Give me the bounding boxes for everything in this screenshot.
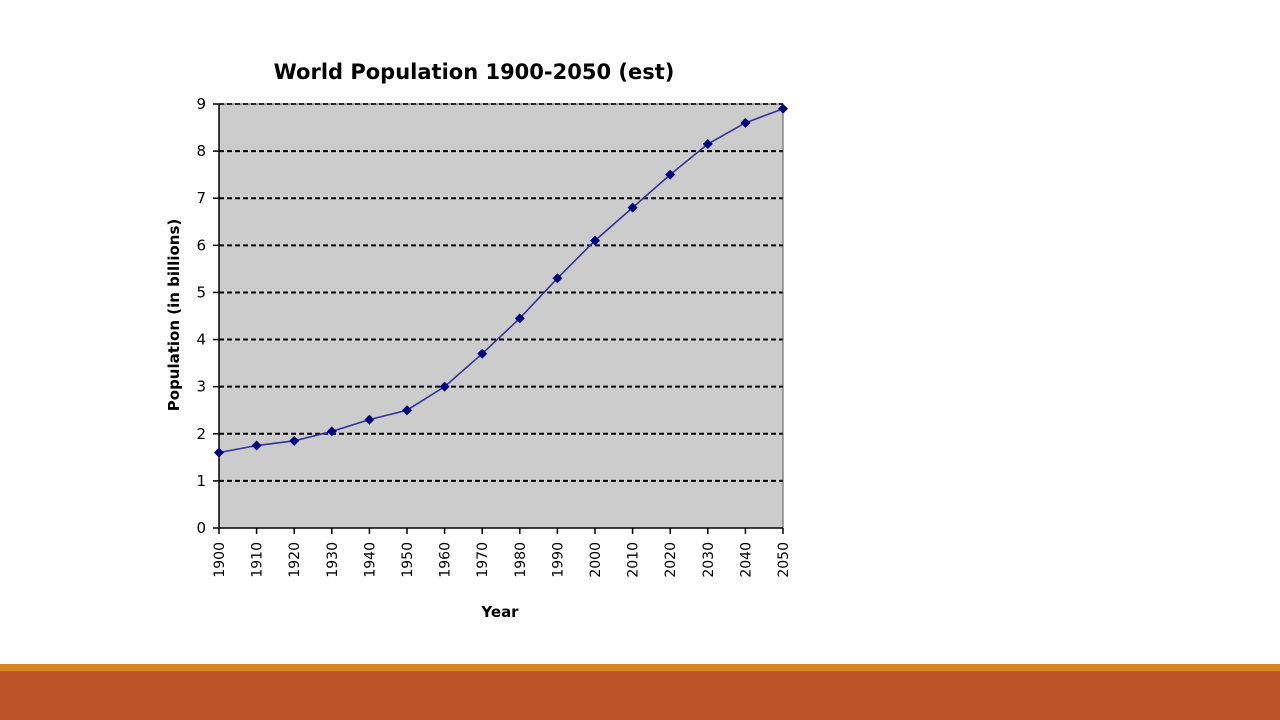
x-tick-label: 1950 xyxy=(400,542,416,578)
data-point xyxy=(402,405,412,416)
x-tick-label: 2050 xyxy=(776,542,792,578)
y-tick-label: 6 xyxy=(196,236,206,254)
data-point xyxy=(627,202,638,213)
x-tick-label: 1940 xyxy=(362,542,378,578)
y-tick-label: 8 xyxy=(196,142,206,160)
x-tick-label: 2010 xyxy=(626,542,642,578)
data-point xyxy=(552,273,563,284)
data-point xyxy=(665,169,676,180)
y-tick-label: 5 xyxy=(196,283,206,301)
data-point xyxy=(439,381,450,392)
y-tick-label: 1 xyxy=(196,472,206,490)
data-point xyxy=(251,440,262,451)
population-chart: World Population 1900-2050 (est) 0 1 2 3 4 5 6… xyxy=(165,60,792,621)
footer-bar xyxy=(0,671,1280,720)
data-point xyxy=(326,426,337,437)
x-tick-label: 1970 xyxy=(475,542,491,578)
x-tick-label: 2020 xyxy=(663,542,679,578)
data-point xyxy=(514,313,525,324)
data-point xyxy=(590,235,600,246)
data-point xyxy=(214,447,224,458)
y-tick-label: 9 xyxy=(196,95,206,113)
y-tick-label: 2 xyxy=(196,425,206,443)
y-tick-label: 0 xyxy=(196,519,206,537)
x-tick-label: 1920 xyxy=(287,542,303,578)
x-tick-label: 2030 xyxy=(701,542,717,578)
plot-area: 0 1 2 3 4 5 6 7 8 9 1900 1910 1920 1930 1940 1950 1960 19… xyxy=(196,95,792,578)
x-tick-label: 1980 xyxy=(513,542,529,578)
x-tick-label: 1960 xyxy=(438,542,454,578)
data-point xyxy=(477,348,488,359)
data-point xyxy=(364,414,375,425)
y-tick-label: 7 xyxy=(196,189,206,207)
x-axis-label: Year xyxy=(480,603,519,621)
x-tick-label: 1930 xyxy=(325,542,341,578)
x-tick-label: 1900 xyxy=(212,542,228,578)
x-tick-label: 2000 xyxy=(588,542,604,578)
data-point xyxy=(778,103,788,114)
data-point xyxy=(289,435,300,446)
y-tick-label: 3 xyxy=(196,378,206,396)
x-tick-label: 1910 xyxy=(250,542,266,578)
data-point xyxy=(740,117,751,128)
y-tick-label: 4 xyxy=(196,331,206,349)
footer-accent-line xyxy=(0,664,1280,671)
data-point xyxy=(702,139,713,150)
x-tick-label: 1990 xyxy=(550,542,566,578)
chart-title: World Population 1900-2050 (est) xyxy=(274,60,675,84)
series-line xyxy=(218,107,784,454)
plot-background xyxy=(219,104,783,528)
y-axis-label: Population (in billions) xyxy=(165,219,183,411)
x-tick-label: 2040 xyxy=(738,542,754,578)
